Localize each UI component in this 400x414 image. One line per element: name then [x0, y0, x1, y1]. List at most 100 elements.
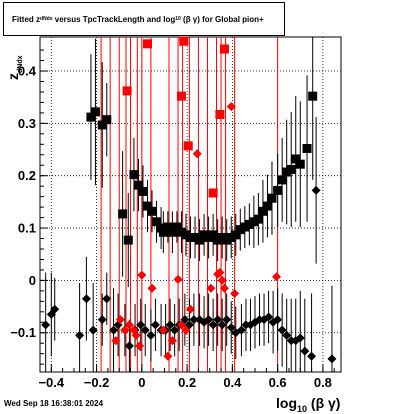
square-marker	[172, 222, 182, 232]
x-tick-label: 0.4	[223, 375, 242, 390]
red-vertical-lines	[100, 37, 279, 372]
square-marker	[143, 39, 152, 49]
diamond-marker	[192, 149, 202, 159]
square-marker	[181, 230, 191, 240]
diamond-marker	[236, 325, 246, 335]
ylabel-sub: dNdx	[16, 55, 24, 74]
square-marker	[129, 170, 139, 180]
diamond-marker	[286, 336, 296, 346]
square-marker	[291, 154, 301, 164]
diamond-marker	[217, 320, 227, 330]
diamond-marker	[81, 294, 91, 304]
diamond-marker	[124, 320, 134, 330]
square-marker	[186, 232, 195, 242]
square-marker	[86, 112, 96, 122]
x-tick-label: −0.2	[84, 375, 110, 390]
diamond-marker	[206, 283, 216, 293]
title-prefix: Fitted	[12, 14, 34, 24]
diamond-marker	[75, 330, 85, 340]
diamond-marker	[295, 333, 305, 343]
square-marker	[222, 235, 232, 245]
diamond-marker	[147, 283, 157, 293]
data-markers	[41, 36, 337, 364]
square-marker	[158, 227, 168, 237]
diamond-marker	[282, 330, 292, 340]
xlabel-tail: (β γ)	[310, 395, 341, 411]
square-marker	[262, 201, 272, 211]
square-marker	[123, 235, 133, 245]
square-marker	[226, 232, 236, 242]
y-axis-label: zdNdx	[5, 56, 24, 81]
diamond-marker	[273, 315, 283, 325]
diamond-marker	[120, 325, 130, 335]
diamond-marker	[272, 272, 281, 282]
square-marker	[190, 232, 200, 242]
square-marker	[235, 225, 245, 235]
square-marker	[308, 91, 318, 101]
square-marker	[240, 222, 250, 232]
title-zsym: z	[36, 14, 41, 24]
square-marker	[231, 230, 241, 240]
diamond-marker	[208, 320, 218, 330]
diamond-marker	[226, 323, 236, 333]
diamond-marker	[327, 354, 337, 364]
square-marker	[143, 201, 152, 211]
x-axis-label: log10 (β γ)	[276, 395, 340, 414]
square-marker	[208, 230, 218, 240]
square-marker	[249, 217, 259, 227]
square-marker	[258, 206, 268, 216]
x-tick-label: 0.2	[178, 375, 196, 390]
ylabel-main: z	[5, 73, 21, 80]
y-tick-label: 0.1	[18, 221, 36, 236]
diamond-marker	[137, 270, 147, 280]
diamond-marker	[131, 330, 141, 340]
diamond-marker	[230, 288, 240, 298]
diamond-marker	[146, 330, 156, 340]
diamond-marker	[215, 268, 225, 278]
xlabel-main: log	[276, 395, 297, 411]
square-marker	[295, 159, 305, 169]
timestamp-footer: Wed Sep 18 16:38:01 2024	[4, 399, 104, 408]
square-marker	[213, 235, 223, 245]
square-marker	[282, 167, 292, 177]
diamond-marker	[136, 320, 146, 330]
diamond-marker	[124, 341, 134, 351]
diamond-marker	[213, 315, 223, 325]
square-marker	[138, 186, 148, 196]
y-tick-label: 0	[29, 273, 36, 288]
diamond-marker	[307, 351, 317, 361]
xlabel-sub: 10	[297, 403, 308, 414]
diamond-marker	[102, 294, 112, 304]
diamond-marker	[167, 336, 177, 346]
square-marker	[199, 230, 209, 240]
square-marker	[163, 222, 173, 232]
diamond-marker	[264, 312, 274, 322]
title-mid: versus TpcTrackLength and log	[54, 14, 176, 24]
diamond-marker	[97, 315, 107, 325]
diamond-marker	[163, 351, 173, 361]
square-marker	[102, 115, 112, 125]
square-marker	[217, 232, 227, 242]
diamond-marker	[170, 325, 180, 335]
title-suffix: (β γ) for Global pion+	[183, 14, 264, 24]
square-marker	[208, 188, 218, 198]
diamond-marker	[311, 185, 321, 195]
diamond-marker	[186, 304, 195, 314]
square-marker	[219, 44, 229, 54]
square-marker	[253, 214, 263, 224]
diamond-marker	[217, 275, 227, 285]
square-marker	[302, 143, 312, 153]
diamond-marker	[222, 315, 232, 325]
diamond-marker	[140, 325, 150, 335]
diamond-marker	[255, 315, 265, 325]
diamond-marker	[111, 336, 121, 346]
diamond-marker	[181, 325, 191, 335]
axis-ticks: −0.4 −0.2 0 0.2 0.4 0.6 0.8 −0.1 0 0.1 0.2 0.3 0.4	[10, 49, 335, 390]
square-marker	[179, 36, 189, 46]
y-tick-label: 0.4	[18, 64, 37, 79]
x-tick-label: −0.4	[38, 375, 64, 390]
chart-title: Fitted z dNdx versus TpcTrackLength and l…	[3, 2, 285, 36]
square-marker	[267, 193, 277, 203]
diamond-marker	[204, 315, 214, 325]
square-marker	[273, 185, 283, 195]
